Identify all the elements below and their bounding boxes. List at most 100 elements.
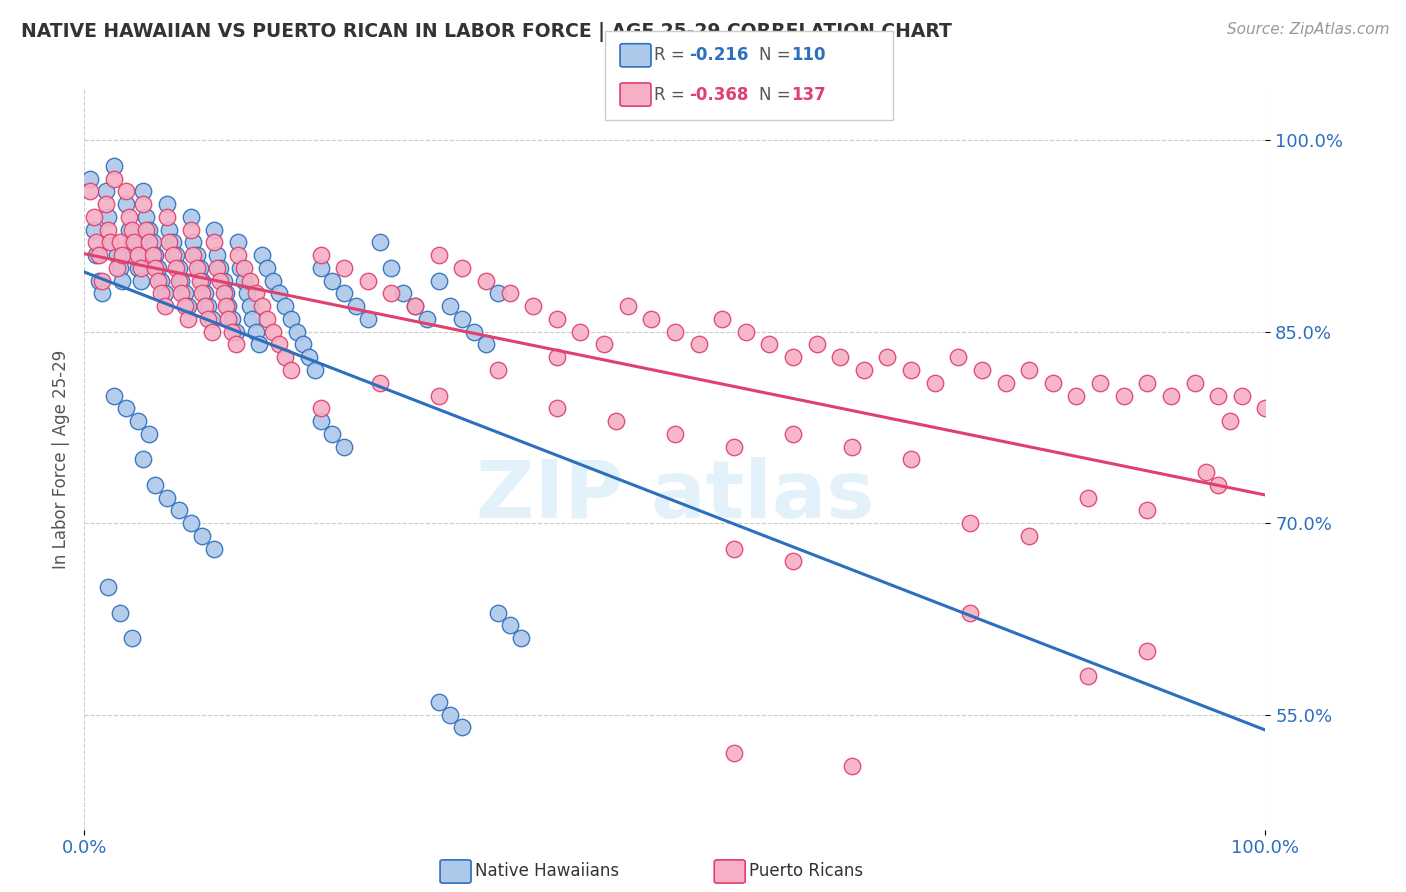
Point: [143, 478, 166, 492]
Text: N =: N =: [759, 46, 796, 64]
Point: [103, 171, 125, 186]
Point: [162, 235, 184, 250]
Point: [451, 312, 474, 326]
Point: [569, 325, 592, 339]
Point: [118, 222, 141, 236]
Point: [876, 351, 898, 365]
Point: [156, 491, 179, 505]
Point: [162, 248, 184, 262]
Point: [1206, 388, 1229, 402]
Point: [427, 274, 450, 288]
Point: [83, 210, 105, 224]
Point: [94, 197, 117, 211]
Point: [166, 260, 188, 275]
Point: [309, 414, 332, 428]
Point: [191, 286, 214, 301]
Point: [1254, 401, 1277, 416]
Point: [103, 159, 125, 173]
Point: [132, 184, 155, 198]
Point: [146, 274, 169, 288]
Point: [1077, 669, 1099, 683]
Point: [245, 325, 267, 339]
Point: [132, 197, 155, 211]
Point: [225, 325, 247, 339]
Point: [240, 312, 263, 326]
Point: [170, 286, 193, 301]
Point: [129, 274, 152, 288]
Point: [1184, 376, 1206, 390]
Point: [427, 388, 450, 402]
Point: [215, 299, 238, 313]
Point: [177, 312, 200, 326]
Point: [463, 325, 485, 339]
Point: [226, 248, 249, 262]
Point: [970, 363, 993, 377]
Point: [664, 325, 686, 339]
Point: [262, 325, 284, 339]
Point: [188, 260, 211, 275]
Point: [215, 286, 238, 301]
Text: Native Hawaiians: Native Hawaiians: [475, 863, 620, 880]
Point: [150, 274, 173, 288]
Point: [217, 312, 239, 326]
Point: [212, 286, 235, 301]
Point: [368, 376, 391, 390]
Point: [156, 197, 179, 211]
Point: [723, 746, 745, 760]
Point: [153, 299, 176, 313]
Point: [170, 274, 193, 288]
Point: [245, 286, 267, 301]
Point: [221, 325, 243, 339]
Point: [711, 312, 734, 326]
Point: [959, 516, 981, 531]
Point: [256, 260, 278, 275]
Point: [427, 695, 450, 709]
Point: [841, 758, 863, 772]
Point: [498, 618, 520, 632]
Point: [108, 606, 131, 620]
Point: [173, 299, 195, 313]
Point: [1206, 478, 1229, 492]
Point: [280, 363, 302, 377]
Point: [225, 337, 247, 351]
Point: [900, 363, 922, 377]
Point: [664, 426, 686, 441]
Point: [298, 351, 321, 365]
Point: [191, 529, 214, 543]
Point: [202, 235, 225, 250]
Point: [380, 286, 402, 301]
Point: [427, 248, 450, 262]
Point: [522, 299, 544, 313]
Point: [247, 337, 270, 351]
Point: [1136, 503, 1159, 517]
Point: [1088, 376, 1111, 390]
Point: [209, 260, 232, 275]
Point: [734, 325, 756, 339]
Point: [475, 337, 498, 351]
Point: [181, 248, 204, 262]
Point: [167, 503, 190, 517]
Point: [451, 260, 474, 275]
Point: [121, 235, 143, 250]
Point: [209, 274, 232, 288]
Point: [229, 260, 252, 275]
Point: [188, 274, 211, 288]
Point: [236, 286, 259, 301]
Text: N =: N =: [759, 86, 796, 103]
Point: [924, 376, 946, 390]
Point: [114, 401, 136, 416]
Point: [309, 248, 332, 262]
Point: [173, 286, 195, 301]
Point: [416, 312, 439, 326]
Point: [132, 452, 155, 467]
Point: [97, 580, 120, 594]
Point: [291, 337, 314, 351]
Point: [108, 235, 131, 250]
Point: [475, 274, 498, 288]
Text: Source: ZipAtlas.com: Source: ZipAtlas.com: [1226, 22, 1389, 37]
Point: [723, 440, 745, 454]
Point: [782, 554, 804, 568]
Point: [546, 401, 568, 416]
Point: [135, 210, 157, 224]
Point: [79, 184, 101, 198]
